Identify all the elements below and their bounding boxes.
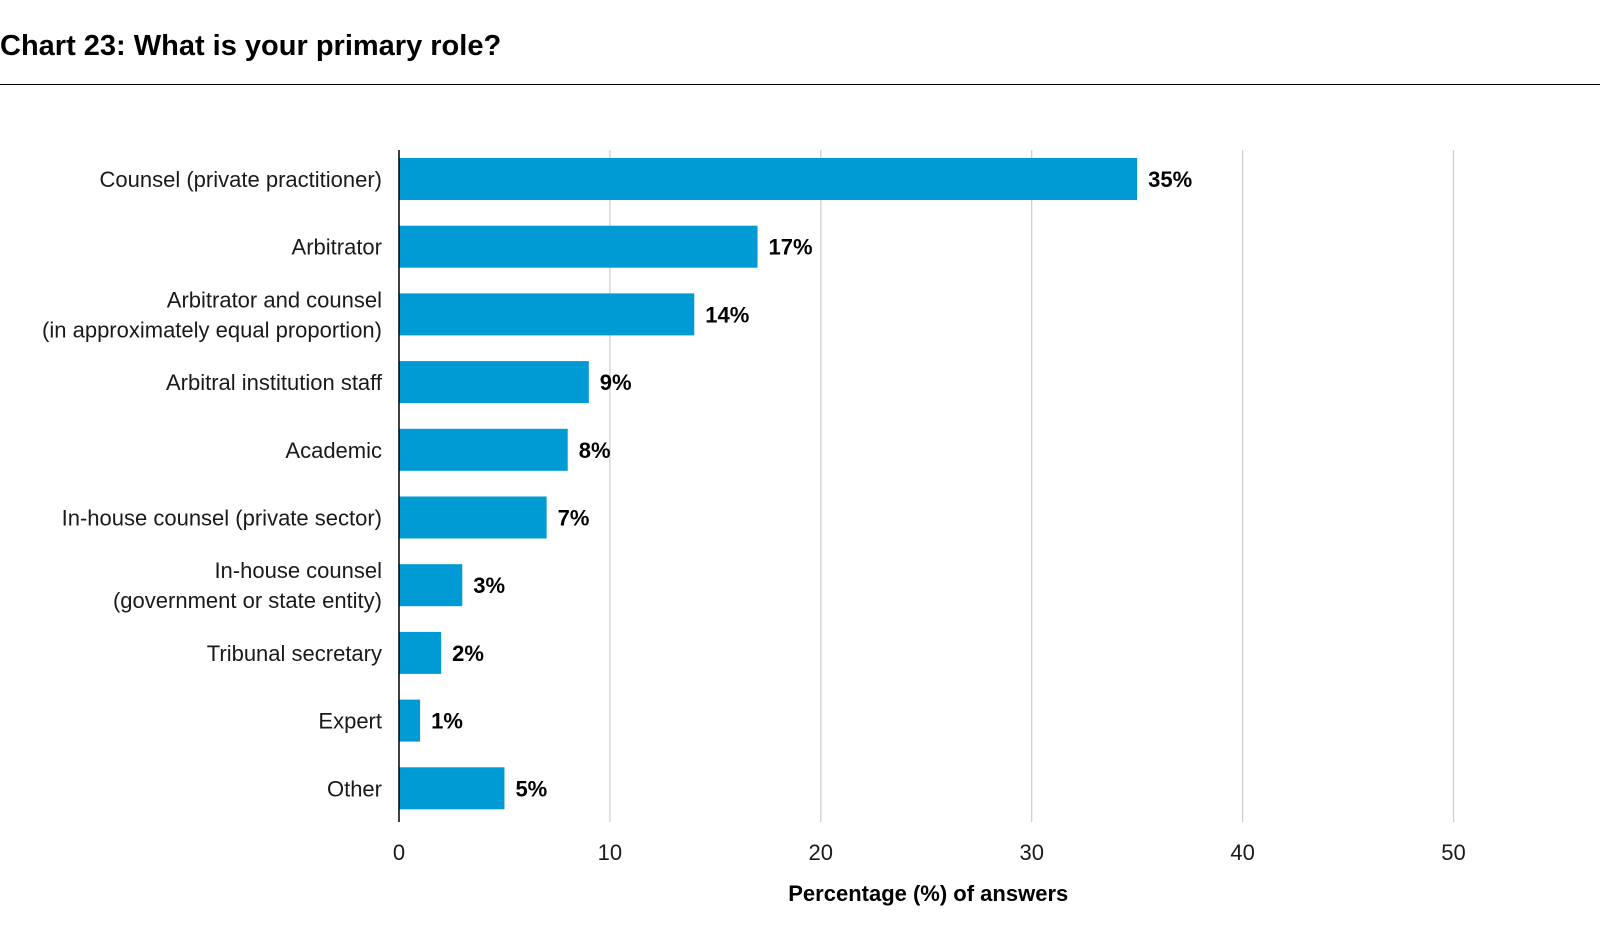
value-label: 17% bbox=[769, 235, 813, 260]
grid-lines bbox=[609, 150, 1455, 822]
bar bbox=[399, 361, 589, 404]
value-label: 14% bbox=[705, 302, 749, 327]
x-tick-label: 40 bbox=[1230, 840, 1254, 865]
x-tick-label: 20 bbox=[809, 840, 833, 865]
category-label-line: Academic bbox=[285, 438, 382, 463]
category-label: Counsel (private practitioner) bbox=[100, 167, 382, 192]
category-label-line: Expert bbox=[318, 709, 382, 734]
x-tick-label: 30 bbox=[1019, 840, 1043, 865]
category-label-line: Counsel (private practitioner) bbox=[100, 167, 382, 192]
category-label: Tribunal secretary bbox=[207, 641, 382, 666]
chart-title: Chart 23: What is your primary role? bbox=[0, 30, 502, 62]
x-tick-label: 0 bbox=[393, 840, 405, 865]
bar bbox=[399, 225, 758, 268]
category-label: Expert bbox=[318, 709, 382, 734]
bar bbox=[399, 293, 695, 336]
bars: 35% Counsel (private practitioner) 17% Arbi… bbox=[42, 158, 1192, 810]
category-label-line: Arbitrator and counsel bbox=[167, 287, 382, 312]
category-label-line: Tribunal secretary bbox=[207, 641, 382, 666]
category-label-line: (government or state entity) bbox=[113, 588, 382, 613]
category-label-line: Other bbox=[327, 776, 382, 801]
category-label-line: Arbitral institution staff bbox=[166, 370, 383, 395]
category-label: Arbitrator bbox=[292, 235, 382, 260]
category-label-line: In-house counsel bbox=[214, 558, 382, 583]
category-label-line: (in approximately equal proportion) bbox=[42, 317, 382, 342]
value-label: 3% bbox=[473, 573, 505, 598]
bar bbox=[399, 631, 442, 674]
title-divider bbox=[0, 84, 1600, 85]
category-label-line: Arbitrator bbox=[292, 235, 382, 260]
value-label: 7% bbox=[558, 506, 590, 531]
category-label: Arbitrator and counsel (in approximately … bbox=[42, 287, 382, 342]
category-label-line: In-house counsel (private sector) bbox=[62, 506, 382, 531]
value-label: 5% bbox=[515, 776, 547, 801]
value-label: 8% bbox=[579, 438, 611, 463]
category-label: In-house counsel (government or state ent… bbox=[113, 558, 382, 613]
value-label: 35% bbox=[1148, 167, 1192, 192]
bar bbox=[399, 428, 568, 471]
x-axis-title: Percentage (%) of answers bbox=[788, 881, 1068, 906]
value-label: 1% bbox=[431, 709, 463, 734]
category-label: In-house counsel (private sector) bbox=[62, 506, 382, 531]
category-label: Other bbox=[327, 776, 382, 801]
x-axis: 0 10 20 30 40 50 bbox=[393, 150, 1466, 865]
bar bbox=[399, 699, 421, 742]
value-label: 9% bbox=[600, 370, 632, 395]
category-label: Academic bbox=[285, 438, 382, 463]
x-tick-label: 10 bbox=[598, 840, 622, 865]
bar bbox=[399, 767, 505, 810]
x-tick-label: 50 bbox=[1441, 840, 1465, 865]
bar bbox=[399, 564, 463, 607]
value-label: 2% bbox=[452, 641, 484, 666]
bar bbox=[399, 496, 547, 539]
category-label: Arbitral institution staff bbox=[166, 370, 383, 395]
bar bbox=[399, 158, 1138, 200]
